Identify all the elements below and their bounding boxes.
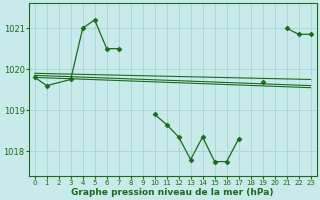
X-axis label: Graphe pression niveau de la mer (hPa): Graphe pression niveau de la mer (hPa) (71, 188, 274, 197)
